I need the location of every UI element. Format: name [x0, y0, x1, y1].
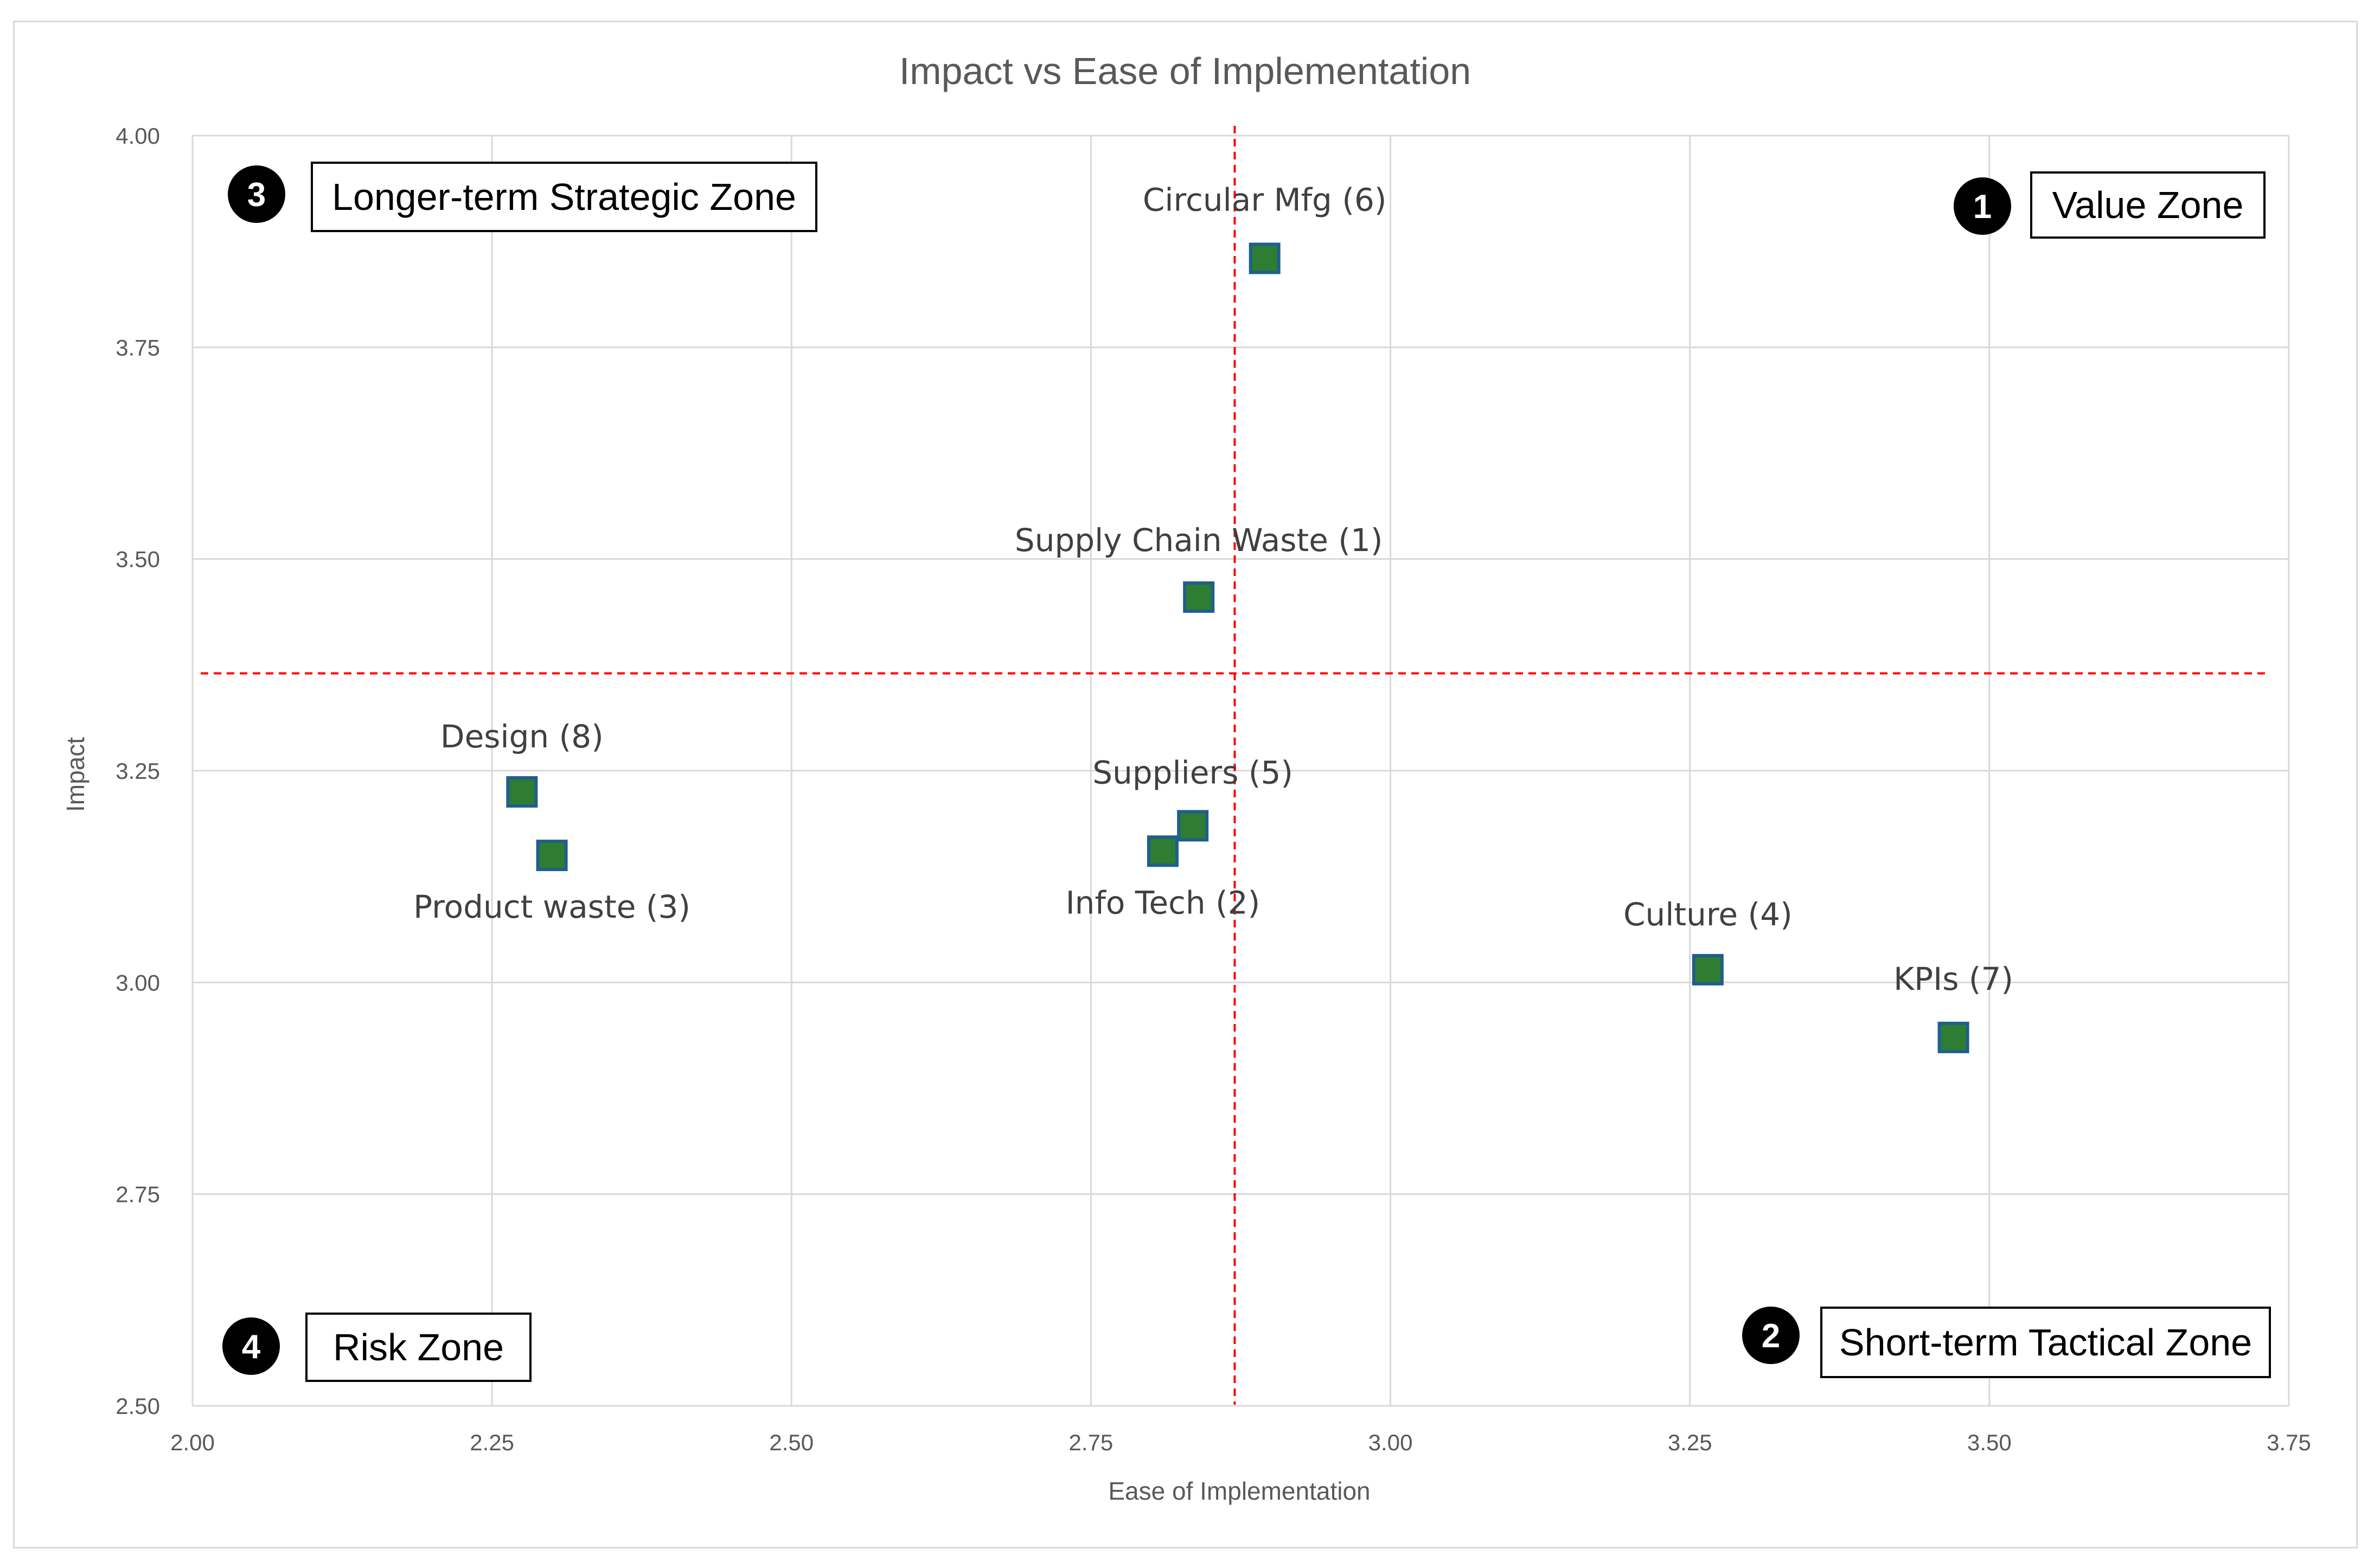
zone-number: 2 [1762, 1317, 1780, 1355]
quadrant-dividers [201, 126, 2268, 1405]
data-point [536, 840, 568, 872]
x-tick-label: 3.50 [1967, 1430, 2012, 1455]
zone-number: 1 [1973, 188, 1992, 226]
data-label: Suppliers (5) [1092, 754, 1293, 791]
y-tick-label: 3.50 [116, 547, 160, 572]
x-tick-label: 3.25 [1668, 1430, 1712, 1455]
grid [191, 135, 2290, 1407]
x-tick-label: 2.25 [470, 1430, 514, 1455]
x-tick-label: 3.75 [2267, 1430, 2311, 1455]
y-tick-label: 4.00 [116, 123, 160, 149]
x-tick-label: 2.75 [1069, 1430, 1114, 1455]
zone-label-box [311, 162, 817, 232]
zone-label: Short-term Tactical Zone [1839, 1321, 2252, 1364]
zone-number-badge [228, 165, 285, 223]
zone-label: Risk Zone [333, 1326, 504, 1368]
x-tick-label: 3.00 [1368, 1430, 1413, 1455]
data-label: KPIs (7) [1893, 961, 2013, 997]
zone-number: 4 [242, 1328, 261, 1366]
data-point [1147, 835, 1179, 867]
tick-labels: 2.00 2.25 2.50 2.75 3.00 3.25 3.50 3.75 2.50 2.75… [116, 123, 2311, 1455]
zone-annotations: 1 Value Zone 2 Short-term Tactical Zone 3 Lon… [222, 162, 2271, 1382]
zone-label: Longer-term Strategic Zone [332, 176, 796, 218]
data-point [1937, 1021, 1969, 1053]
y-tick-label: 3.00 [116, 970, 160, 995]
zone-label-box [2030, 171, 2266, 239]
data-point [1692, 953, 1724, 985]
data-points: Supply Chain Waste (1) Info Tech (2) Produ… [413, 181, 2013, 1053]
y-tick-label: 3.75 [116, 335, 160, 360]
data-point [1183, 581, 1215, 613]
data-label: Product waste (3) [413, 888, 690, 925]
chart-title: Impact vs Ease of Implementation [899, 50, 1471, 92]
data-label: Supply Chain Waste (1) [1015, 522, 1383, 559]
y-tick-label: 2.75 [116, 1182, 160, 1207]
data-point [506, 776, 538, 808]
zone-label-box [305, 1313, 532, 1382]
y-tick-label: 2.50 [116, 1393, 160, 1419]
data-label: Circular Mfg (6) [1143, 181, 1387, 218]
zone-number: 3 [247, 176, 266, 214]
y-tick-label: 3.25 [116, 758, 160, 784]
chart-frame [13, 21, 2358, 1548]
data-label: Culture (4) [1623, 896, 1793, 933]
zone-label: Value Zone [2052, 184, 2244, 226]
x-axis-title: Ease of Implementation [1108, 1477, 1370, 1505]
y-axis-title: Impact [61, 737, 89, 812]
data-point [1177, 810, 1209, 842]
x-tick-label: 2.50 [769, 1430, 814, 1455]
zone-number-badge [222, 1317, 280, 1375]
data-label: Design (8) [440, 718, 604, 755]
x-tick-label: 2.00 [170, 1430, 215, 1455]
zone-number-badge [1954, 177, 2011, 235]
zone-label-box [1820, 1307, 2271, 1378]
zone-number-badge [1742, 1307, 1800, 1364]
data-label: Info Tech (2) [1066, 884, 1260, 921]
data-point [1249, 242, 1281, 274]
